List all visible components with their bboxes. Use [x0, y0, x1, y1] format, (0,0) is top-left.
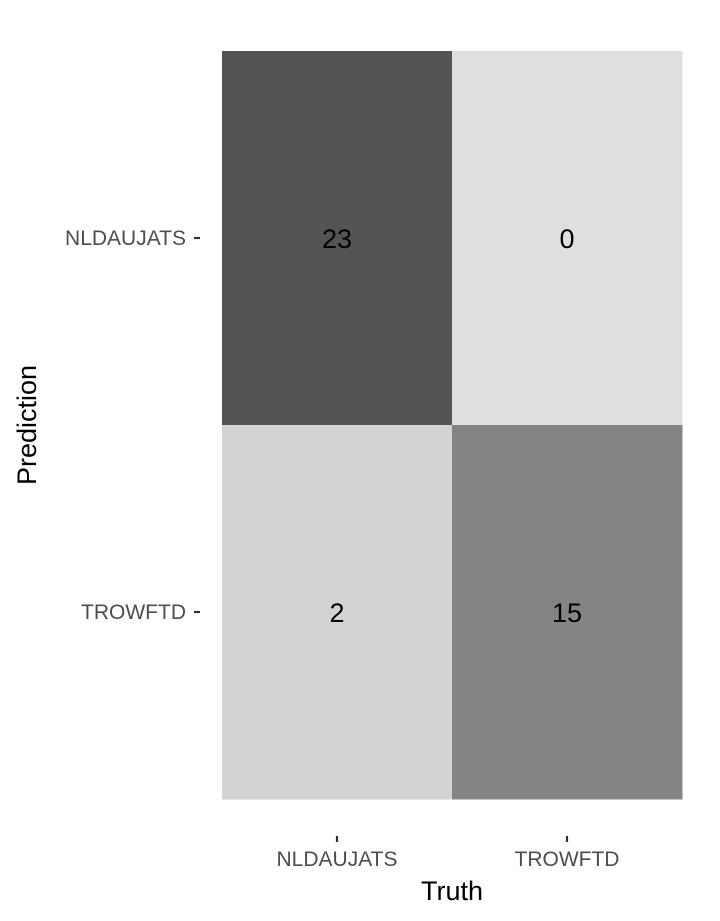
x-axis: NLDAUJATS TROWFTD	[277, 836, 620, 871]
y-axis: NLDAUJATS TROWFTD	[65, 227, 200, 624]
heatmap-cell	[222, 51, 453, 426]
x-tick-label: NLDAUJATS	[277, 848, 398, 871]
cell-value-label: 0	[559, 224, 574, 254]
y-axis-title: Prediction	[12, 365, 42, 485]
heatmap-cells	[222, 51, 683, 800]
y-tick-label: NLDAUJATS	[65, 227, 186, 250]
heatmap-cell	[452, 425, 683, 800]
heatmap-cell	[222, 425, 453, 800]
x-axis-title: Truth	[421, 876, 483, 906]
x-tick-label: TROWFTD	[515, 848, 620, 871]
cell-value-label: 23	[322, 224, 352, 254]
y-tick-label: TROWFTD	[81, 601, 186, 624]
heatmap-cell	[452, 51, 683, 426]
cell-value-label: 2	[329, 598, 344, 628]
cell-value-label: 15	[552, 598, 582, 628]
heatmap-cell-labels: 23 0 2 15	[322, 224, 582, 628]
